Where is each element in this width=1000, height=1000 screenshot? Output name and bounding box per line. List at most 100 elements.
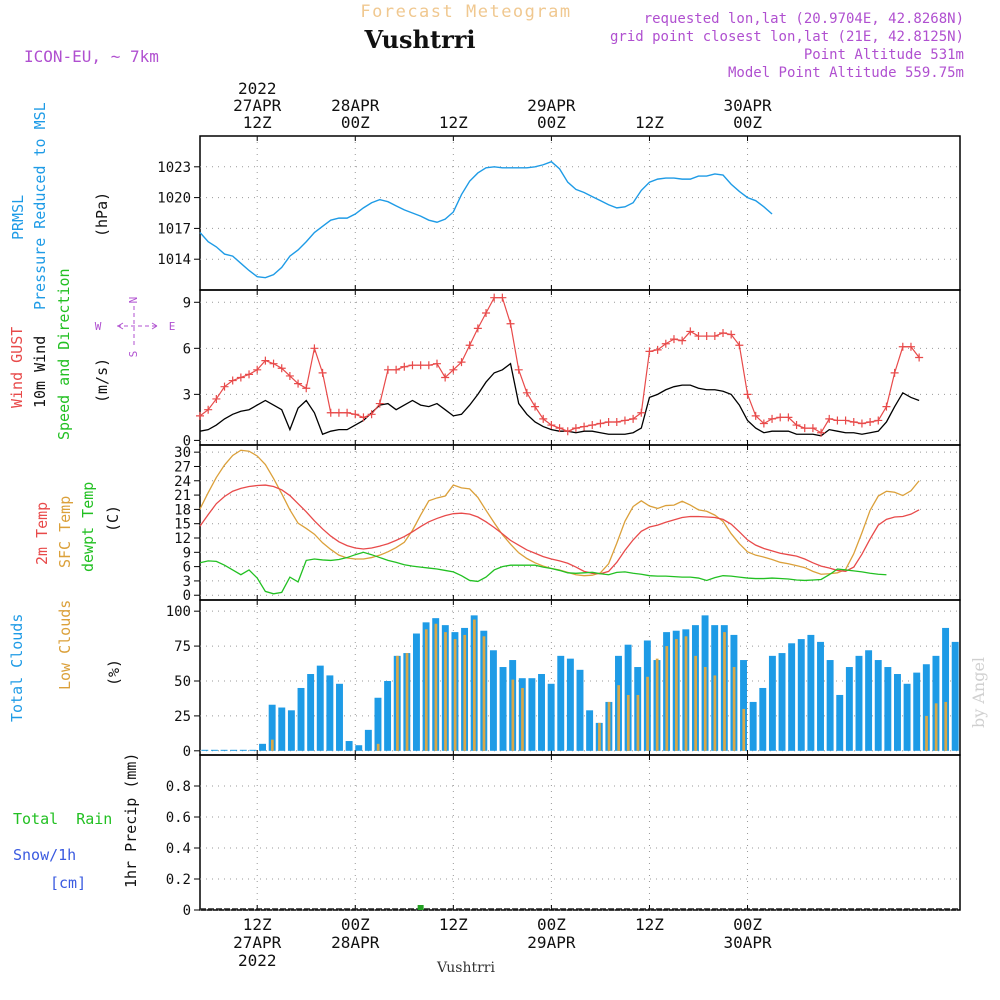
gust-marker [482, 309, 491, 318]
total-cloud-bar [913, 672, 921, 751]
low-cloud-bar [511, 679, 515, 751]
gust-marker [710, 332, 719, 341]
total-cloud-bar [489, 650, 497, 751]
gust-marker [800, 424, 809, 433]
gust-marker [890, 368, 899, 377]
panel-frame [199, 754, 961, 911]
unit-percent: (%) [105, 659, 123, 686]
bottom-time-label: 12Z [243, 915, 272, 934]
y-tick-label: 9 [183, 295, 191, 311]
gust-marker [555, 424, 564, 433]
y-tick-label: 0.8 [166, 779, 191, 795]
total-cloud-bar [201, 749, 209, 751]
low-cloud-bar [934, 703, 938, 751]
bottom-time-label: 27APR [233, 933, 282, 952]
y-tick-label: 15 [174, 517, 191, 533]
y-tick-label: 1020 [157, 191, 191, 207]
gust-marker [531, 402, 540, 411]
total-cloud-bar [759, 687, 767, 751]
top-time-label: 30APR [723, 96, 772, 115]
y-tick-label: 0 [183, 588, 191, 604]
gust-marker [277, 364, 286, 373]
bottom-time-label: 28APR [331, 933, 380, 952]
total-cloud-bar [749, 701, 757, 751]
total-cloud-bar [412, 633, 420, 751]
unit-ms: (m/s) [93, 358, 111, 403]
total-cloud-bar [384, 680, 392, 751]
low-cloud-bar [473, 619, 476, 751]
low-cloud-bar [675, 639, 678, 751]
gust-marker [808, 424, 817, 433]
low-cloud-bar [925, 715, 928, 751]
total-cloud-bar [817, 641, 824, 751]
total-cloud-bar [884, 667, 892, 751]
total-cloud-bar [326, 675, 334, 751]
total-cloud-bar [922, 664, 930, 751]
y-tick-label: 0 [183, 433, 191, 449]
gust-marker [343, 408, 352, 417]
gust-marker [817, 428, 826, 437]
gust-marker [588, 421, 597, 430]
gust-marker [629, 414, 638, 423]
gust-marker [498, 293, 507, 302]
gust-marker [392, 365, 401, 374]
total-cloud-bar [364, 729, 372, 751]
gust-marker [302, 384, 311, 393]
low-cloud-bar [453, 639, 457, 751]
gust-marker [506, 319, 515, 328]
total-cloud-bar [220, 749, 228, 751]
y-tick-label: 100 [166, 604, 191, 620]
label-total-clouds: Total Clouds [8, 614, 26, 722]
low-cloud-bar [598, 722, 601, 751]
y-tick-label: 18 [174, 502, 191, 518]
gust-marker [596, 419, 605, 428]
total-cloud-bar [865, 650, 873, 751]
low-cloud-bar [732, 667, 736, 751]
top-time-label: 12Z [243, 113, 272, 132]
total-cloud-bar [557, 655, 565, 751]
low-cloud-bar [723, 632, 726, 751]
pressure-line [199, 160, 773, 279]
total-cloud-bar [855, 655, 863, 751]
total-cloud-bar [268, 704, 276, 751]
gust-marker [514, 365, 523, 374]
low-cloud-bar [270, 739, 274, 751]
label-sfc-temp: SFC Temp [56, 496, 74, 568]
label-prmsl: PRMSL [9, 195, 27, 240]
gust-marker [751, 411, 760, 420]
gust-marker [620, 416, 629, 425]
gust-marker [318, 368, 327, 377]
meteogram-subtitle: Forecast Meteogram [360, 2, 571, 22]
low-cloud-bar [434, 623, 438, 751]
gust-marker [792, 421, 801, 430]
gust-marker [686, 327, 695, 336]
gust-marker [702, 332, 711, 341]
top-time-label: 00Z [733, 113, 762, 132]
total-cloud-bar [336, 683, 343, 751]
wind-panel: 0 3 6 9 [183, 289, 961, 449]
total-cloud-bar [586, 710, 594, 751]
low-cloud-bar [694, 655, 697, 751]
gust-marker [906, 342, 915, 351]
label-snow: Snow/1h [13, 846, 76, 864]
total-cloud-bar [345, 741, 353, 751]
info-requested: requested lon,lat (20.9704E, 42.8268N) [644, 11, 964, 27]
total-cloud-bar [942, 627, 950, 751]
gust-marker [669, 335, 678, 344]
gust-marker [204, 405, 213, 414]
gust-marker [294, 379, 303, 388]
low-cloud-bar [626, 694, 630, 751]
label-snow-cm: [cm] [50, 874, 86, 892]
gust-marker [424, 361, 433, 370]
total-cloud-bar [874, 660, 882, 751]
footer-station: Vushtrri [436, 960, 495, 976]
gust-marker [866, 417, 875, 426]
gust-marker [653, 345, 662, 354]
total-cloud-bar [807, 634, 815, 751]
low-cloud-bar [636, 694, 640, 751]
y-tick-label: 50 [174, 674, 191, 690]
total-cloud-bar [836, 694, 844, 751]
y-tick-label: 1017 [157, 221, 191, 237]
y-tick-label: 1023 [157, 160, 191, 176]
